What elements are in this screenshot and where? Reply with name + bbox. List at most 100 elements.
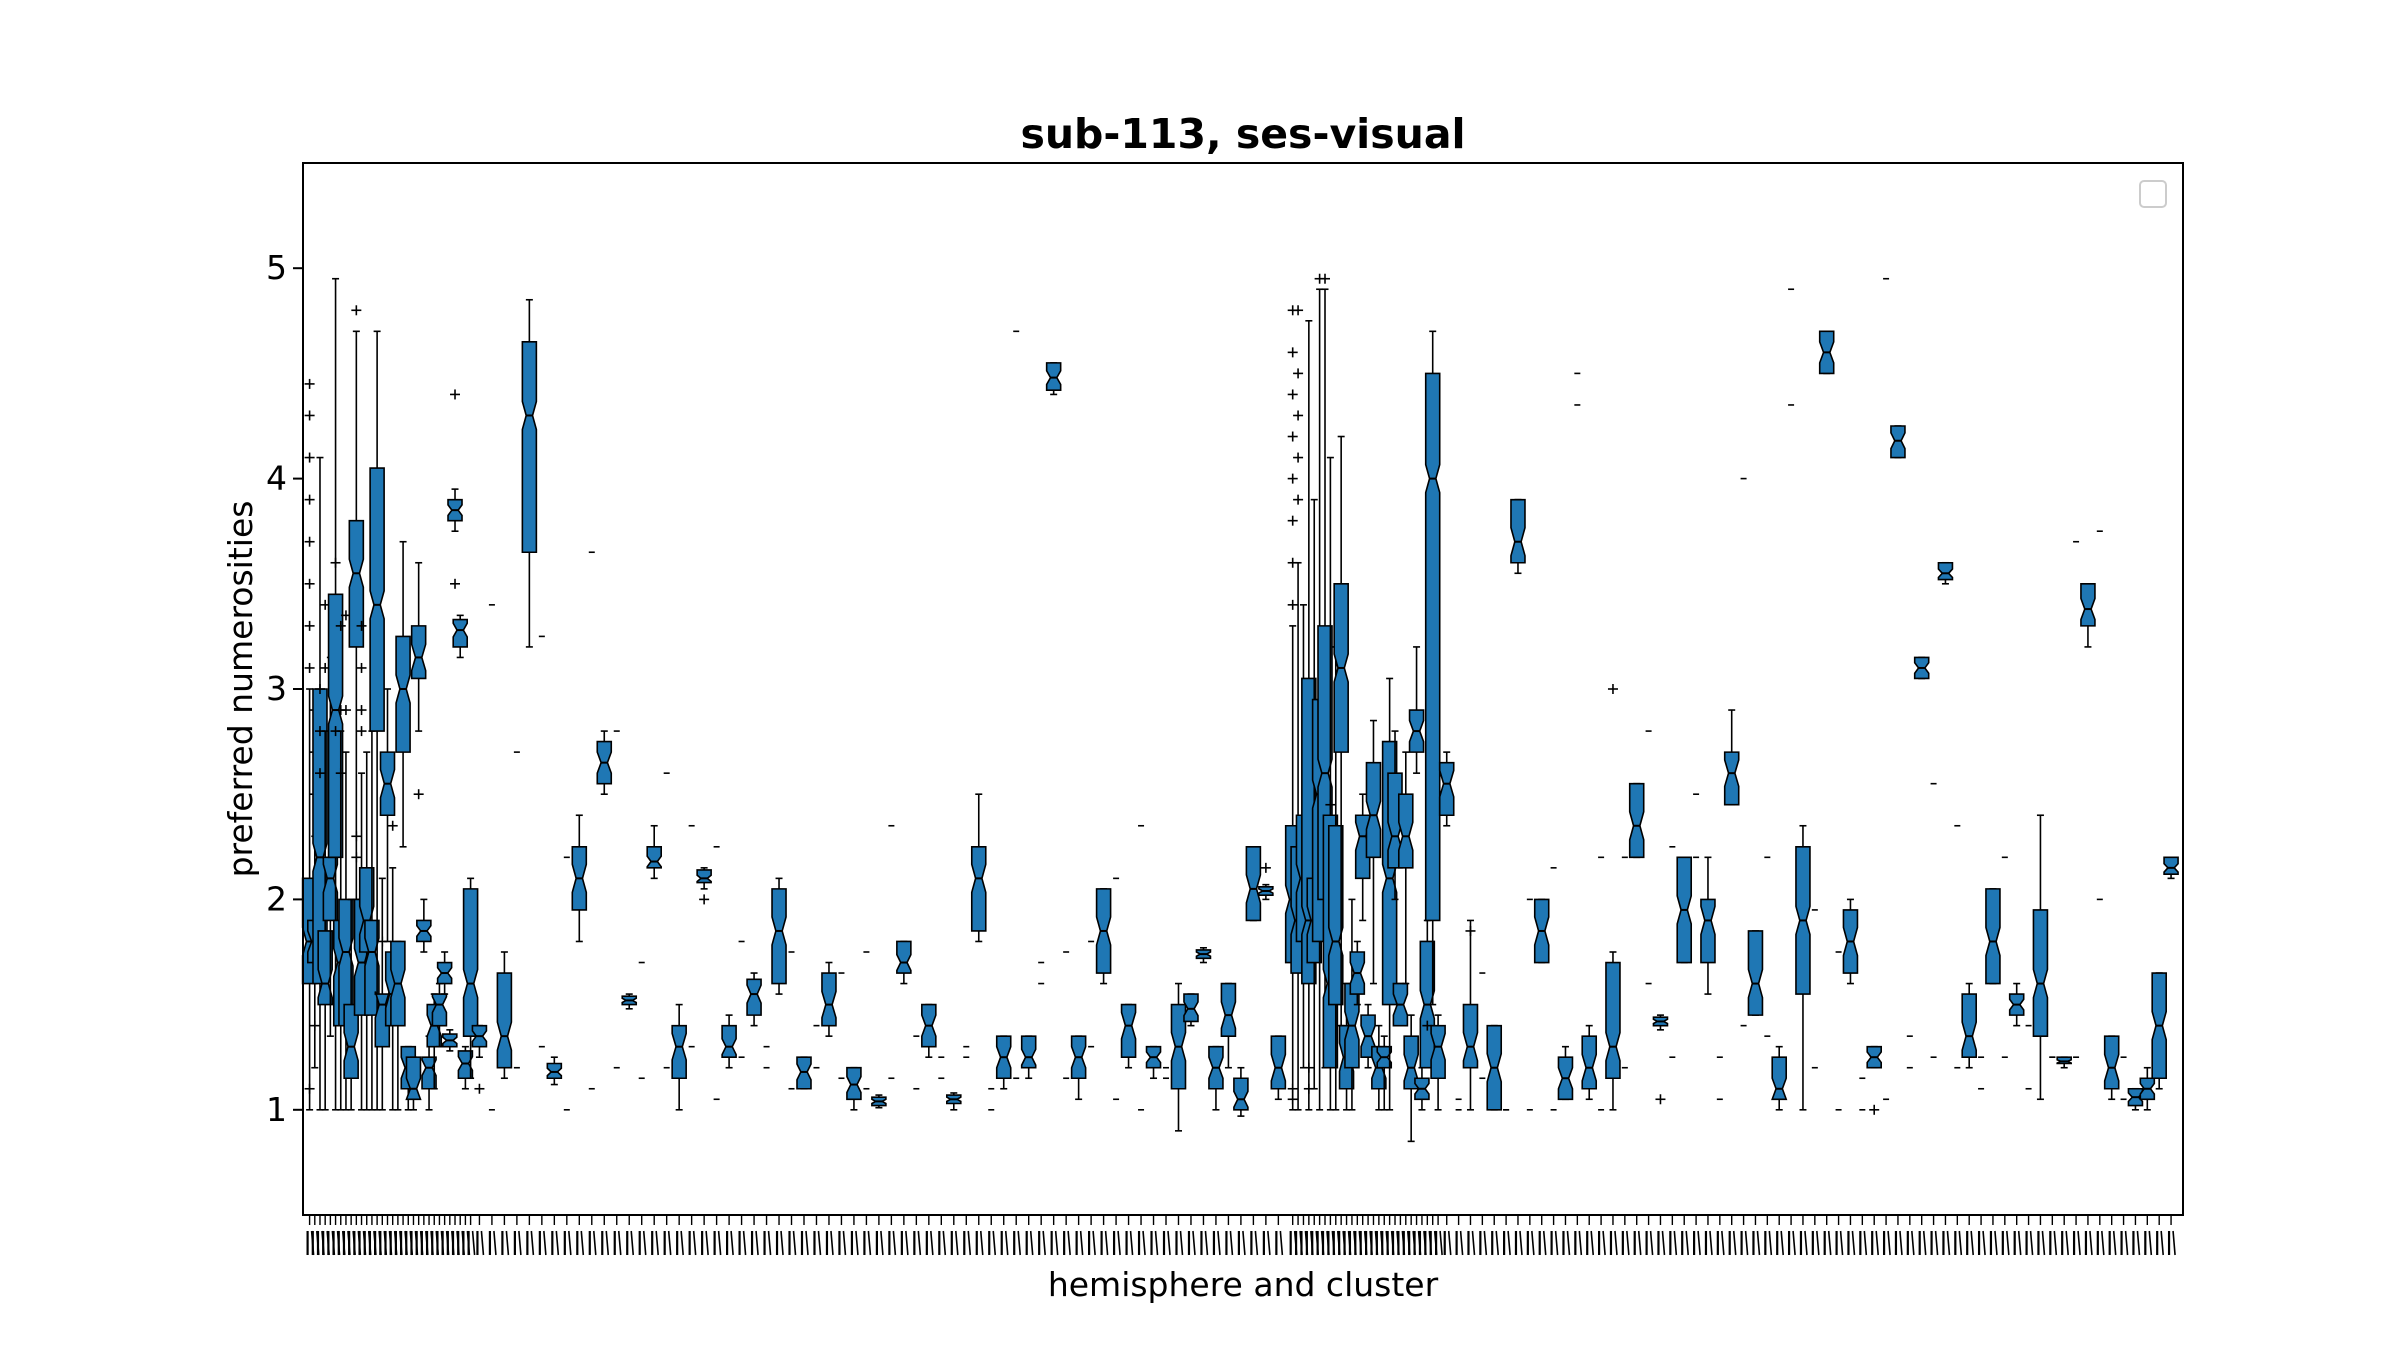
box-body bbox=[1700, 898, 1716, 964]
x-tick-label bbox=[1685, 1230, 1690, 1256]
x-tick-label bbox=[1578, 1230, 1583, 1256]
x-tick-label bbox=[580, 1230, 585, 1256]
box-body bbox=[369, 467, 385, 732]
box-body bbox=[405, 1056, 422, 1101]
box-body bbox=[452, 618, 469, 648]
x-tick-label bbox=[1129, 1230, 1134, 1256]
x-tick-label bbox=[1958, 1230, 1963, 1256]
x-tick-label bbox=[1756, 1230, 1761, 1256]
x-tick-label bbox=[1649, 1230, 1654, 1256]
x-tick-label bbox=[1709, 1230, 1713, 1256]
x-tick-label bbox=[1922, 1230, 1927, 1256]
x-tick-label bbox=[979, 1230, 984, 1256]
x-tick-label bbox=[1673, 1230, 1678, 1256]
x-tick-label bbox=[817, 1230, 822, 1256]
box-body bbox=[796, 1056, 812, 1090]
x-tick-label bbox=[1602, 1230, 1606, 1256]
y-axis-label: preferred numerosities bbox=[221, 501, 260, 878]
y-tick-label: 5 bbox=[266, 248, 287, 287]
x-tick-label bbox=[880, 1230, 884, 1256]
box-body bbox=[546, 1062, 563, 1080]
box-body bbox=[1723, 751, 1740, 806]
x-tick-label bbox=[1637, 1230, 1642, 1256]
box-body bbox=[1510, 498, 1526, 564]
x-axis bbox=[306, 1215, 2176, 1256]
box-body bbox=[1120, 1003, 1137, 1058]
x-tick-label bbox=[1887, 1230, 1891, 1256]
box-body bbox=[1365, 761, 1382, 859]
x-tick-label bbox=[1242, 1230, 1246, 1256]
x-tick-label bbox=[1804, 1230, 1808, 1256]
plot-area bbox=[301, 273, 2179, 1143]
x-tick-label bbox=[2124, 1230, 2129, 1256]
x-tick-label bbox=[1780, 1230, 1785, 1256]
x-tick-label bbox=[2029, 1230, 2034, 1256]
x-tick-label bbox=[543, 1230, 547, 1256]
box-body bbox=[1045, 362, 1062, 392]
box-body bbox=[1397, 793, 1414, 869]
x-tick-label bbox=[1851, 1230, 1856, 1256]
x-tick-label bbox=[1697, 1230, 1701, 1256]
x-tick-label bbox=[1192, 1230, 1196, 1256]
box-body bbox=[2163, 856, 2179, 875]
box-body bbox=[1605, 961, 1621, 1080]
x-tick-label bbox=[655, 1230, 659, 1256]
x-tick-label bbox=[617, 1230, 622, 1256]
x-tick-label bbox=[942, 1230, 947, 1256]
x-tick-label bbox=[1566, 1230, 1571, 1256]
x-tick-label bbox=[1614, 1230, 1618, 1256]
x-tick-label bbox=[1054, 1230, 1059, 1256]
box-body bbox=[327, 593, 344, 859]
x-tick-label bbox=[505, 1230, 510, 1256]
box-body bbox=[1220, 982, 1237, 1037]
x-tick-label bbox=[1204, 1230, 1209, 1256]
x-axis-label: hemisphere and cluster bbox=[1048, 1265, 1439, 1304]
x-tick-label bbox=[2136, 1230, 2141, 1256]
x-tick-label bbox=[1661, 1230, 1666, 1256]
y-tick-label: 4 bbox=[266, 459, 287, 498]
box-body bbox=[1628, 782, 1645, 859]
box-body bbox=[846, 1066, 862, 1101]
x-tick-label bbox=[1279, 1230, 1284, 1256]
box-body bbox=[1424, 372, 1441, 922]
x-tick-label bbox=[2017, 1230, 2022, 1256]
x-tick-label bbox=[755, 1230, 759, 1256]
x-tick-label bbox=[1117, 1230, 1121, 1256]
x-tick-label bbox=[480, 1230, 485, 1256]
x-tick-label bbox=[1982, 1230, 1986, 1256]
x-tick-label bbox=[717, 1230, 722, 1256]
x-tick-label bbox=[2148, 1230, 2153, 1256]
x-tick-label bbox=[530, 1230, 535, 1256]
x-tick-label bbox=[992, 1230, 997, 1256]
x-tick-label bbox=[1142, 1230, 1146, 1256]
box-body bbox=[771, 888, 787, 985]
x-tick-label bbox=[767, 1230, 772, 1256]
x-tick-label bbox=[1721, 1230, 1725, 1256]
x-tick-label bbox=[1439, 1230, 1443, 1256]
x-tick-label bbox=[1542, 1230, 1547, 1256]
x-tick-label bbox=[592, 1230, 597, 1256]
x-tick-label bbox=[742, 1230, 747, 1256]
x-tick-label bbox=[917, 1230, 922, 1256]
x-tick-label bbox=[892, 1230, 897, 1256]
x-tick-label bbox=[1554, 1230, 1559, 1256]
x-tick-label bbox=[1875, 1230, 1880, 1256]
y-tick-label: 2 bbox=[266, 879, 287, 918]
x-tick-label bbox=[1934, 1230, 1939, 1256]
box-body bbox=[2032, 909, 2049, 1037]
x-tick-label bbox=[1029, 1230, 1034, 1256]
y-axis: 1 2 3 4 5 bbox=[266, 248, 303, 1129]
box-body bbox=[1183, 993, 1199, 1023]
x-tick-label bbox=[2160, 1230, 2164, 1256]
x-tick-label bbox=[792, 1230, 797, 1256]
x-tick-label bbox=[867, 1230, 872, 1256]
box-body bbox=[1233, 1077, 1249, 1111]
box-body bbox=[1327, 824, 1344, 1006]
box-body bbox=[462, 888, 479, 1037]
box-body bbox=[421, 1056, 437, 1090]
x-tick-label bbox=[2053, 1230, 2058, 1256]
x-tick-label bbox=[555, 1230, 560, 1256]
x-tick-label bbox=[568, 1230, 572, 1256]
